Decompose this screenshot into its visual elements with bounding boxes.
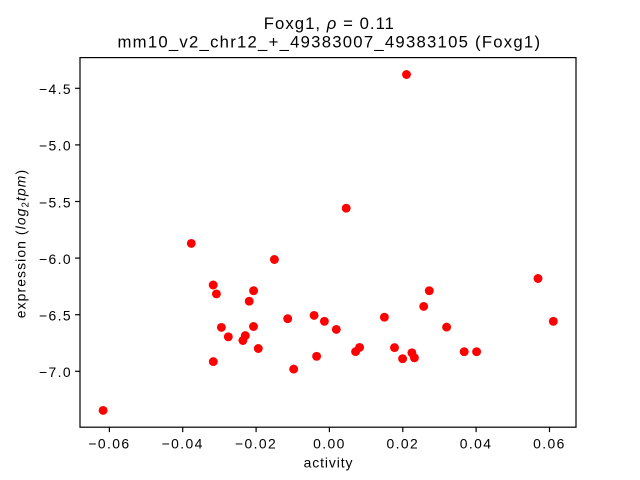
svg-text:0.02: 0.02 (386, 436, 419, 452)
svg-text:−0.02: −0.02 (235, 436, 277, 452)
svg-text:−7.0: −7.0 (39, 364, 72, 380)
svg-text:0.06: 0.06 (533, 436, 566, 452)
svg-text:−0.06: −0.06 (88, 436, 130, 452)
svg-text:Foxg1, ρ = 0.11: Foxg1, ρ = 0.11 (264, 14, 395, 33)
svg-text:−6.5: −6.5 (39, 308, 72, 324)
svg-text:−4.5: −4.5 (39, 81, 72, 97)
svg-text:−6.0: −6.0 (39, 251, 72, 267)
svg-text:mm10_v2_chr12_+_49383007_49383: mm10_v2_chr12_+_49383007_49383105 (Foxg1… (118, 33, 542, 52)
svg-text:0.00: 0.00 (313, 436, 346, 452)
svg-text:−0.04: −0.04 (162, 436, 204, 452)
svg-text:−5.5: −5.5 (39, 194, 72, 210)
svg-text:0.04: 0.04 (460, 436, 493, 452)
svg-text:expression (log2tpm): expression (log2tpm) (13, 169, 32, 318)
svg-text:activity: activity (304, 455, 354, 471)
svg-text:−5.0: −5.0 (39, 138, 72, 154)
